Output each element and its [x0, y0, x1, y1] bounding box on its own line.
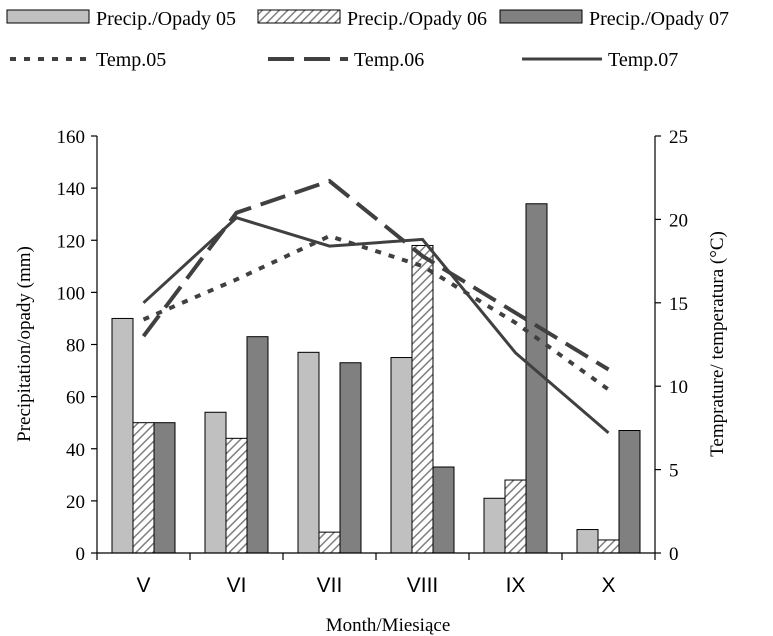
bar-precip-opady-06-ix [504, 479, 527, 554]
bar-precip-opady-05-vii [297, 351, 320, 554]
legend-label: Precip./Opady 07 [589, 8, 729, 30]
bars [111, 203, 641, 554]
legend-label: Temp.06 [354, 49, 424, 71]
legend-swatch-bar [6, 9, 90, 24]
bar-precip-opady-07-v [153, 422, 176, 554]
x-tick-label: X [601, 574, 615, 597]
legend-swatch-bar [499, 9, 583, 24]
y2-tick-label: 15 [669, 294, 688, 315]
y-tick-label: 160 [57, 127, 86, 148]
x-axis-title: Month/Miesiące [326, 615, 451, 636]
y-tick-label: 120 [57, 231, 86, 252]
y2-tick-label: 10 [669, 377, 688, 398]
x-tick-label: VIII [407, 574, 439, 597]
bar-precip-opady-07-vii [339, 362, 362, 554]
y2-axis-title: Temprature/ temperatura (°C) [707, 231, 728, 457]
x-tick-label: V [136, 574, 150, 597]
bar-precip-opady-06-v [132, 422, 155, 554]
axes: 0 20 40 60 80 100 120 140 160 0 5 10 15 20 25 V VI VII VII… [57, 127, 689, 597]
y-tick-label: 100 [57, 283, 86, 304]
legend-label: Precip./Opady 06 [347, 8, 487, 30]
bar-precip-opady-05-viii [390, 357, 413, 554]
temperature-lines [141, 178, 610, 435]
bar-precip-opady-05-v [111, 317, 134, 554]
bar-precip-opady-05-vi [204, 411, 227, 554]
line-temp-05 [142, 233, 610, 392]
bar-precip-opady-07-x [618, 430, 641, 554]
x-tick-label: IX [506, 574, 526, 597]
y-tick-label: 80 [66, 336, 85, 357]
y-tick-label: 0 [76, 544, 86, 565]
y-tick-label: 40 [66, 440, 85, 461]
y2-tick-label: 0 [669, 544, 679, 565]
bar-precip-opady-05-x [576, 529, 599, 554]
legend: Precip./Opady 05 Precip./Opady 06 Precip./… [6, 8, 729, 71]
legend-label: Precip./Opady 05 [96, 8, 236, 30]
bar-precip-opady-07-viii [432, 466, 455, 554]
bar-precip-opady-06-vii [318, 531, 341, 554]
bar-precip-opady-06-x [597, 539, 620, 554]
x-tick-label: VII [317, 574, 343, 597]
x-tick-label: VI [227, 574, 247, 597]
y2-tick-label: 5 [669, 461, 679, 482]
legend-label: Temp.07 [608, 49, 678, 71]
y2-tick-label: 20 [669, 210, 688, 231]
legend-label: Temp.05 [96, 49, 166, 71]
y-tick-label: 140 [57, 179, 86, 200]
bar-precip-opady-05-ix [483, 497, 506, 554]
bar-precip-opady-06-vi [225, 437, 248, 554]
y-tick-label: 20 [66, 492, 85, 513]
bar-precip-opady-06-viii [411, 244, 434, 554]
legend-swatch-bar [257, 9, 341, 24]
y-axis-title: Precipitation/opady (mm) [14, 246, 35, 442]
y2-tick-label: 25 [669, 127, 688, 148]
y-tick-label: 60 [66, 388, 85, 409]
bar-precip-opady-07-vi [246, 336, 269, 554]
line-temp-07 [142, 216, 610, 435]
